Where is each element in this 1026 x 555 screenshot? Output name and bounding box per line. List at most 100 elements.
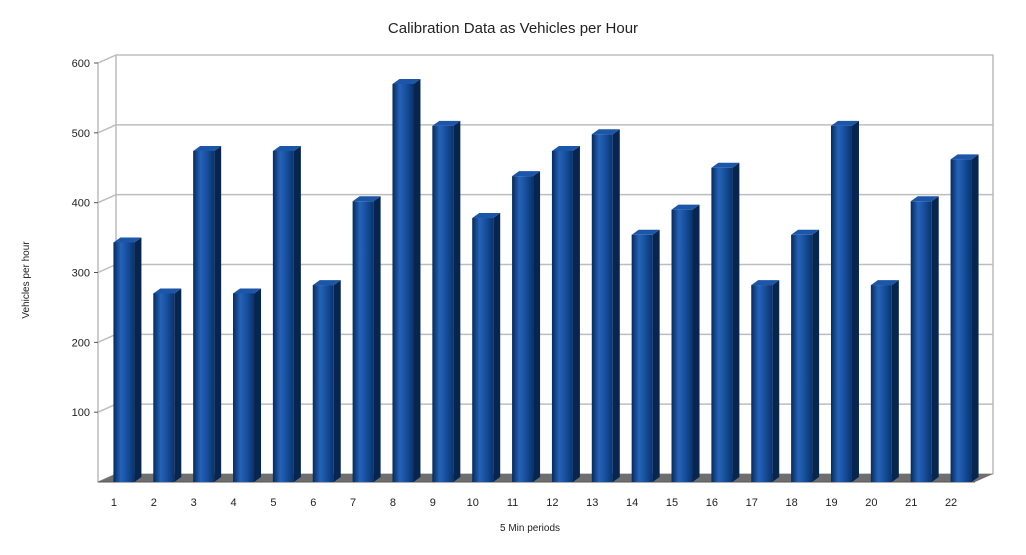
- gridline-side: [97, 54, 117, 64]
- x-tick-label: 21: [905, 497, 917, 509]
- x-tick-label: 3: [191, 497, 197, 509]
- bar-side: [652, 229, 660, 482]
- x-tick-label: 8: [390, 497, 396, 509]
- bar-side: [772, 280, 780, 482]
- bar-top: [910, 196, 939, 202]
- bar-side: [812, 229, 820, 482]
- gridline-side: [97, 403, 117, 413]
- bar-side: [453, 120, 461, 482]
- bar: [551, 150, 573, 483]
- bar-top: [432, 120, 461, 126]
- gridline-side: [97, 124, 117, 134]
- bar-top: [711, 162, 740, 168]
- bar-top: [830, 120, 859, 126]
- bar-top: [312, 280, 341, 286]
- bar-top: [272, 145, 301, 151]
- bar-top: [153, 288, 182, 294]
- x-tick-label: 18: [785, 497, 797, 509]
- x-axis-label: 5 Min periods: [500, 523, 560, 534]
- bar-top: [751, 280, 780, 286]
- bar-side: [533, 171, 541, 482]
- bar-side: [174, 288, 182, 482]
- bar: [432, 125, 454, 482]
- x-tick-label: 1: [111, 497, 117, 509]
- bar-top: [472, 213, 501, 219]
- bar-side: [373, 196, 381, 482]
- bar-side: [413, 78, 421, 482]
- bar: [870, 285, 892, 482]
- x-tick-label: 4: [230, 497, 236, 509]
- bar: [512, 176, 534, 482]
- bar: [591, 134, 613, 483]
- bar-side: [692, 204, 700, 482]
- bar-side: [134, 237, 142, 482]
- bar: [312, 285, 334, 482]
- x-tick-label: 5: [270, 497, 276, 509]
- bar-top: [392, 78, 421, 84]
- y-tick-label: 600: [72, 58, 90, 70]
- bar: [910, 201, 932, 482]
- bar: [153, 293, 175, 482]
- x-tick-label: 20: [865, 497, 877, 509]
- bar-side: [931, 196, 939, 482]
- bar-top: [950, 154, 979, 160]
- bar: [392, 83, 414, 482]
- bar: [472, 218, 494, 482]
- chart-title: Calibration Data as Vehicles per Hour: [388, 20, 638, 37]
- bar: [193, 150, 215, 483]
- bar: [233, 293, 255, 482]
- bar: [950, 159, 972, 482]
- y-tick-label: 500: [72, 128, 90, 140]
- x-tick-label: 17: [746, 497, 758, 509]
- y-axis-label: Vehicles per hour: [21, 241, 32, 319]
- gridline-side: [97, 263, 117, 274]
- x-tick-label: 6: [310, 497, 316, 509]
- x-tick-label: 7: [350, 497, 356, 509]
- bar-side: [333, 280, 341, 482]
- gridline-side: [97, 333, 117, 344]
- bar-top: [631, 229, 660, 235]
- bar-top: [352, 196, 381, 202]
- bar: [113, 242, 135, 482]
- x-tick-label: 10: [467, 497, 479, 509]
- gridline-side: [97, 193, 117, 204]
- bar: [791, 234, 813, 482]
- bar: [671, 209, 693, 482]
- bar: [272, 150, 294, 483]
- x-tick-label: 9: [430, 497, 436, 509]
- bar-top: [551, 145, 580, 151]
- bar-side: [572, 145, 580, 483]
- bar-side: [612, 129, 620, 483]
- y-tick-label: 100: [72, 407, 90, 419]
- bar: [711, 167, 733, 482]
- bar-side: [851, 120, 859, 482]
- x-tick-label: 13: [586, 497, 598, 509]
- bar-side: [732, 162, 740, 482]
- bar: [751, 285, 773, 482]
- bar-side: [493, 213, 501, 482]
- bar-side: [971, 154, 979, 482]
- bar-side: [891, 280, 899, 482]
- x-tick-label: 16: [706, 497, 718, 509]
- bar-side: [293, 145, 301, 483]
- bar-top: [113, 237, 142, 243]
- x-tick-label: 15: [666, 497, 678, 509]
- y-tick-label: 200: [72, 337, 90, 349]
- bar: [631, 234, 653, 482]
- x-tick-label: 11: [507, 497, 518, 509]
- bar-side: [254, 288, 262, 482]
- bar-top: [870, 280, 899, 286]
- y-tick-label: 400: [72, 198, 90, 210]
- y-tick-label: 300: [72, 268, 90, 280]
- bar-side: [214, 145, 222, 483]
- x-tick-label: 2: [151, 497, 157, 509]
- x-tick-label: 12: [546, 497, 558, 509]
- bar: [352, 201, 374, 482]
- x-tick-label: 14: [626, 497, 638, 509]
- bar-top: [791, 229, 820, 235]
- x-tick-label: 19: [825, 497, 837, 509]
- bar-top: [193, 145, 222, 151]
- x-tick-label: 22: [945, 497, 957, 509]
